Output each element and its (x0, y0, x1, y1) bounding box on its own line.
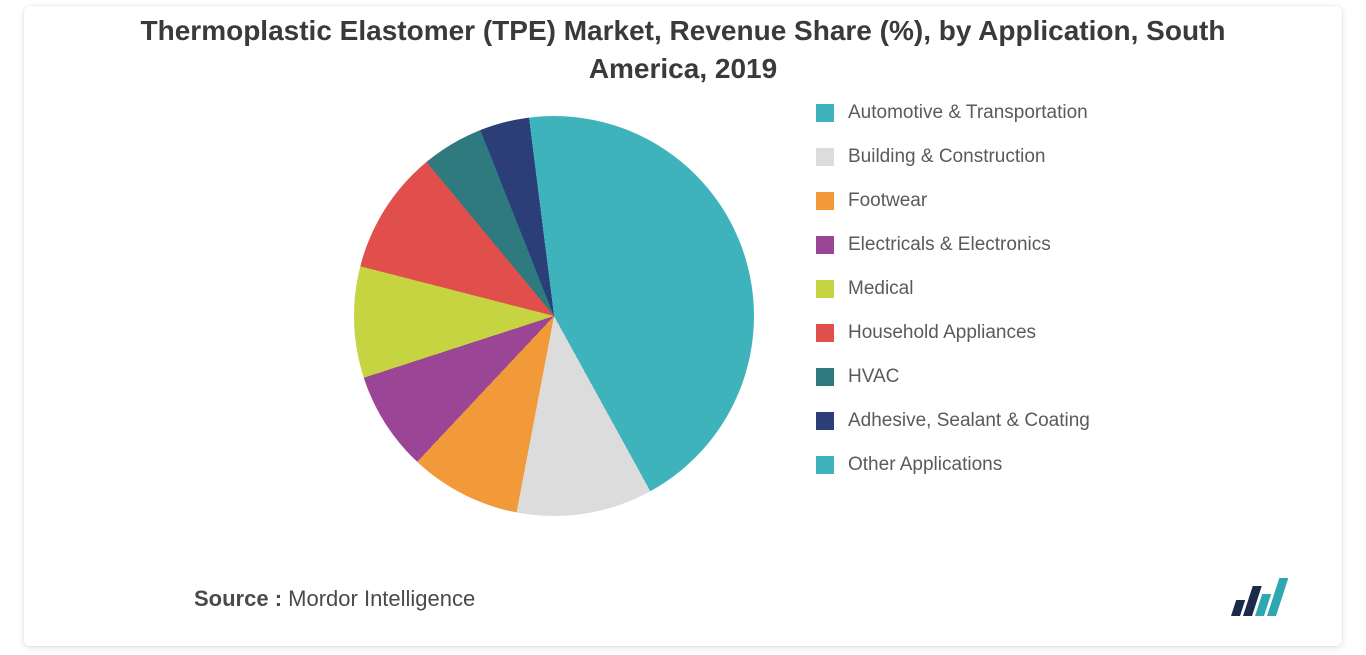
legend-label: Adhesive, Sealant & Coating (848, 410, 1090, 432)
legend-item: Electricals & Electronics (816, 234, 1246, 256)
legend-item: Household Appliances (816, 322, 1246, 344)
chart-legend: Automotive & Transportation Building & Co… (816, 102, 1246, 476)
source-value: Mordor Intelligence (288, 586, 475, 611)
legend-label: Footwear (848, 190, 927, 212)
legend-swatch (816, 368, 834, 386)
legend-swatch (816, 104, 834, 122)
legend-swatch (816, 456, 834, 474)
source-label: Source : (194, 586, 282, 611)
legend-swatch (816, 148, 834, 166)
legend-swatch (816, 280, 834, 298)
legend-label: Building & Construction (848, 146, 1046, 168)
legend-item: HVAC (816, 366, 1246, 388)
legend-item: Automotive & Transportation (816, 102, 1246, 124)
legend-swatch (816, 192, 834, 210)
legend-swatch (816, 412, 834, 430)
legend-item: Medical (816, 278, 1246, 300)
pie-chart (354, 116, 754, 516)
pie-chart-surface (354, 116, 754, 516)
chart-card: Thermoplastic Elastomer (TPE) Market, Re… (24, 6, 1342, 646)
legend-swatch (816, 324, 834, 342)
source-attribution: Source : Mordor Intelligence (194, 586, 475, 612)
legend-item: Other Applications (816, 454, 1246, 476)
legend-label: Household Appliances (848, 322, 1036, 344)
legend-item: Building & Construction (816, 146, 1246, 168)
chart-title: Thermoplastic Elastomer (TPE) Market, Re… (102, 12, 1264, 88)
legend-item: Footwear (816, 190, 1246, 212)
legend-label: Medical (848, 278, 913, 300)
legend-item: Adhesive, Sealant & Coating (816, 410, 1246, 432)
legend-swatch (816, 236, 834, 254)
legend-label: Automotive & Transportation (848, 102, 1088, 124)
legend-label: Electricals & Electronics (848, 234, 1051, 256)
legend-label: Other Applications (848, 454, 1002, 476)
mordor-intelligence-logo-icon (1226, 576, 1298, 620)
legend-label: HVAC (848, 366, 899, 388)
